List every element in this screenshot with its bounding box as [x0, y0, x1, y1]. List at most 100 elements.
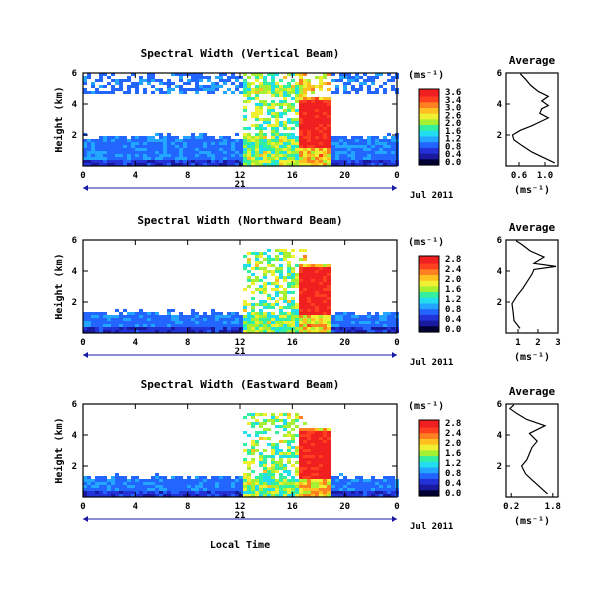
heatmap-cell — [263, 103, 267, 106]
heatmap-cell — [311, 106, 315, 109]
colorbar-cell — [419, 96, 439, 100]
heatmap-cell — [167, 163, 171, 166]
heatmap-cell — [143, 163, 147, 166]
heatmap-cell — [303, 485, 307, 488]
heatmap-cell — [91, 324, 95, 327]
heatmap-cell — [179, 145, 183, 148]
heatmap-cell — [227, 485, 231, 488]
heatmap-cell — [191, 88, 195, 91]
heatmap-cell — [275, 279, 279, 282]
colorbar-cell — [419, 448, 439, 451]
heatmap-cell — [243, 151, 247, 154]
heatmap-cell — [147, 148, 151, 151]
heatmap-cell — [227, 163, 231, 166]
heatmap-cell — [199, 139, 203, 142]
heatmap-cell — [191, 321, 195, 324]
heatmap-cell — [327, 157, 331, 160]
heatmap-cell — [299, 452, 303, 455]
heatmap-cell — [271, 136, 275, 139]
heatmap-cell — [215, 145, 219, 148]
heatmap-cell — [87, 482, 91, 485]
heatmap-cell — [275, 315, 279, 318]
heatmap-cell — [235, 163, 239, 166]
heatmap-cell — [303, 446, 307, 449]
heatmap-cell — [135, 324, 139, 327]
heatmap-cell — [251, 97, 255, 100]
heatmap-cell — [235, 133, 239, 136]
heatmap-cell — [127, 91, 131, 94]
heatmap-cell — [95, 157, 99, 160]
heatmap-cell — [303, 148, 307, 151]
day-arrow-head — [83, 185, 88, 191]
heatmap-cell — [167, 318, 171, 321]
heatmap-cell — [391, 315, 395, 318]
heatmap-cell — [387, 133, 391, 136]
heatmap-cell — [151, 327, 155, 330]
heatmap-cell — [83, 148, 87, 151]
heatmap-cell — [207, 85, 211, 88]
heatmap-cell — [243, 488, 247, 491]
heatmap-cell — [315, 100, 319, 103]
heatmap-cell — [319, 330, 323, 333]
heatmap-cell — [283, 94, 287, 97]
heatmap-cell — [87, 485, 91, 488]
heatmap-cell — [283, 455, 287, 458]
heatmap-cell — [267, 488, 271, 491]
heatmap-cell — [303, 488, 307, 491]
heatmap-cell — [167, 88, 171, 91]
heatmap-cell — [303, 476, 307, 479]
profile-x-tick-label: 3 — [555, 338, 560, 348]
heatmap-cell — [275, 121, 279, 124]
heatmap-cell — [231, 494, 235, 497]
heatmap-cell — [387, 151, 391, 154]
heatmap-cell — [151, 79, 155, 82]
heatmap-cell — [143, 154, 147, 157]
heatmap-cell — [283, 252, 287, 255]
heatmap-cell — [267, 258, 271, 261]
heatmap-cell — [239, 154, 243, 157]
heatmap-cell — [119, 139, 123, 142]
heatmap-cell — [371, 482, 375, 485]
heatmap-cell — [275, 142, 279, 145]
heatmap-cell — [319, 88, 323, 91]
heatmap-cell — [211, 82, 215, 85]
heatmap-cell — [291, 309, 295, 312]
heatmap-cell — [299, 94, 303, 97]
heatmap-cell — [315, 458, 319, 461]
heatmap-cell — [327, 148, 331, 151]
heatmap-cell — [319, 309, 323, 312]
colorbar-cell — [419, 100, 439, 103]
heatmap-cell — [151, 142, 155, 145]
heatmap-cell — [307, 434, 311, 437]
heatmap-cell — [279, 136, 283, 139]
heatmap-cell — [363, 145, 367, 148]
colorbar-cell — [419, 90, 439, 94]
heatmap-cell — [351, 139, 355, 142]
heatmap-cell — [335, 145, 339, 148]
heatmap-cell — [247, 491, 251, 494]
profile-frame — [505, 72, 559, 167]
heatmap-cell — [327, 136, 331, 139]
heatmap-cell — [255, 91, 259, 94]
heatmap-cell — [135, 160, 139, 163]
heatmap-cell — [255, 261, 259, 264]
heatmap-cell — [163, 482, 167, 485]
heatmap-cell — [323, 446, 327, 449]
heatmap-cell — [311, 270, 315, 273]
heatmap-cell — [379, 148, 383, 151]
heatmap-cell — [327, 130, 331, 133]
heatmap-cell — [379, 324, 383, 327]
heatmap-cell — [219, 79, 223, 82]
heatmap-cell — [287, 321, 291, 324]
heatmap-cell — [271, 139, 275, 142]
heatmap-cell — [347, 139, 351, 142]
heatmap-cell — [215, 315, 219, 318]
heatmap-cell — [323, 273, 327, 276]
heatmap-cell — [367, 148, 371, 151]
heatmap-cell — [271, 282, 275, 285]
heatmap-cell — [291, 127, 295, 130]
heatmap-cell — [315, 142, 319, 145]
heatmap-cell — [279, 494, 283, 497]
heatmap-cell — [323, 470, 327, 473]
heatmap-cell — [219, 154, 223, 157]
